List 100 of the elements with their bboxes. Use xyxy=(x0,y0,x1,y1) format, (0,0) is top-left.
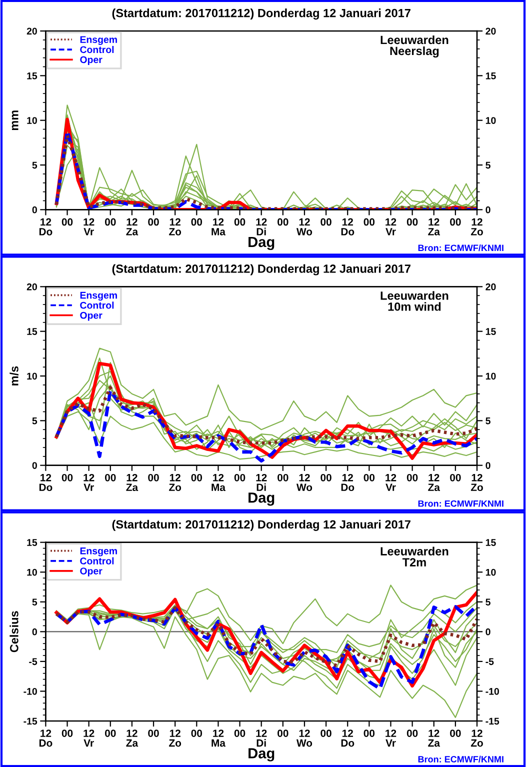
y-tick-label: 20 xyxy=(26,28,37,35)
x-tick-label: 12 Za xyxy=(428,730,440,747)
x-tick-label: 00 xyxy=(191,474,202,482)
chart-title: (Startdatum: 2017011212) Donderdag 12 Januari 2017 xyxy=(112,8,410,20)
x-tick-label: 12 Ma xyxy=(212,474,226,492)
x-tick-label: 12 Zo xyxy=(169,730,182,747)
x-tick-label: 00 xyxy=(105,730,116,737)
x-tick-label: 12 Vr xyxy=(386,474,396,491)
x-tick-label: 12 Wo xyxy=(296,474,312,492)
y-tick-label: -10 xyxy=(24,688,37,695)
x-tick-label: 00 xyxy=(320,730,332,737)
x-tick-label: 12 Za xyxy=(126,218,138,236)
y-tick-label: 10 xyxy=(27,568,37,576)
x-axis-title: Dag xyxy=(248,748,274,762)
y2-tick-label: 15 xyxy=(486,72,496,80)
x-tick-label: 00 xyxy=(364,218,375,226)
y-tick-label: 0 xyxy=(32,462,37,469)
x-tick-label: 00 xyxy=(278,474,288,482)
x-tick-label: 12 Di xyxy=(256,730,267,747)
x-tick-label: 12 Zo xyxy=(169,474,182,492)
x-tick-label: 00 xyxy=(450,474,461,482)
y-tick-label: 20 xyxy=(26,283,37,290)
legend-label: Ensgem xyxy=(80,548,117,556)
x-tick-label: 00 xyxy=(364,730,375,737)
x-tick-label: 00 xyxy=(278,218,288,226)
y2-tick-label: 10 xyxy=(486,117,496,124)
text: Bron: ECMWF/KNMI xyxy=(418,500,504,507)
x-tick-label: 00 xyxy=(105,218,116,226)
y-tick-label: 0 xyxy=(32,628,37,636)
x-tick-label: 00 xyxy=(234,474,246,482)
y2-tick-label: 5 xyxy=(486,598,490,606)
x-tick-label: 00 xyxy=(148,730,159,737)
x-tick-label: 00 xyxy=(406,218,418,226)
y-tick-label: 15 xyxy=(27,539,38,546)
y2-tick-label: 0 xyxy=(486,628,490,636)
y2-tick-label: 0 xyxy=(486,462,490,469)
y-tick-label: 15 xyxy=(27,72,38,80)
y-tick-label: 10 xyxy=(27,372,37,380)
text: Leeuwarden T2m xyxy=(380,546,448,566)
x-tick-label: 12 Ma xyxy=(212,730,226,747)
x-tick-label: 00 xyxy=(406,474,418,482)
y-tick-label: 5 xyxy=(32,162,38,169)
y2-tick-label: -5 xyxy=(486,658,494,666)
x-tick-label: 12 Wo xyxy=(296,730,312,747)
y-tick-label: 15 xyxy=(27,328,38,335)
x-tick-label: 12 Vr xyxy=(386,218,396,236)
x-tick-label: 12 Za xyxy=(428,474,440,492)
x-tick-label: 00 xyxy=(406,730,418,737)
x-tick-label: 00 xyxy=(62,730,73,737)
x-tick-label: 12 Ma xyxy=(212,218,226,236)
legend-label: Ensgem xyxy=(80,36,117,45)
x-tick-label: 12 Zo xyxy=(470,474,483,492)
x-tick-label: 12 Vr xyxy=(84,730,94,747)
legend-label: Control xyxy=(80,46,114,54)
text: Leeuwarden Neerslag xyxy=(380,35,448,58)
chart-title: (Startdatum: 2017011212) Donderdag 12 Januari 2017 xyxy=(112,264,410,276)
y-axis-title: mm xyxy=(12,110,18,130)
x-tick-label: 12 Vr xyxy=(386,730,396,747)
text: Leeuwarden 10m wind xyxy=(380,291,448,311)
legend-label: Oper xyxy=(80,312,102,321)
x-tick-label: 12 Za xyxy=(428,218,440,236)
y-axis-title: m/s xyxy=(10,366,18,386)
x-tick-label: 12 Di xyxy=(256,474,267,491)
x-tick-label: 00 xyxy=(148,474,159,482)
x-tick-label: 12 Do xyxy=(341,474,354,492)
y-tick-label: -15 xyxy=(24,718,38,725)
y2-tick-label: 20 xyxy=(486,283,496,290)
y2-tick-label: -15 xyxy=(486,718,500,725)
x-tick-label: 00 xyxy=(450,218,461,226)
x-axis-title: Dag xyxy=(248,492,274,506)
y2-tick-label: 15 xyxy=(486,328,496,335)
x-tick-label: 00 xyxy=(364,474,375,482)
y2-tick-label: 15 xyxy=(486,539,496,546)
x-axis-title: Dag xyxy=(248,236,274,250)
x-tick-label: 00 xyxy=(191,730,202,737)
y2-tick-label: 10 xyxy=(486,568,496,576)
x-tick-label: 12 Di xyxy=(256,218,267,236)
x-tick-label: 12 Zo xyxy=(169,218,182,236)
y-tick-label: -5 xyxy=(29,658,38,666)
legend-label: Ensgem xyxy=(80,292,117,301)
x-tick-label: 00 xyxy=(234,730,246,737)
legend-label: Oper xyxy=(80,56,102,66)
y-tick-label: 10 xyxy=(27,117,37,124)
x-tick-label: 12 Za xyxy=(126,730,138,747)
y-tick-label: 5 xyxy=(32,598,38,606)
x-tick-label: 12 Do xyxy=(341,730,354,747)
y2-tick-label: 10 xyxy=(486,372,496,380)
y-axis-title: Celsius xyxy=(10,611,18,652)
x-tick-label: 00 xyxy=(191,218,202,226)
x-tick-label: 12 Wo xyxy=(296,218,312,236)
x-tick-label: 00 xyxy=(450,730,461,737)
legend-label: Oper xyxy=(80,568,102,576)
x-tick-label: 12 Vr xyxy=(84,218,94,236)
chart-title: (Startdatum: 2017011212) Donderdag 12 Januari 2017 xyxy=(112,520,410,531)
x-tick-label: 00 xyxy=(62,474,73,482)
x-tick-label: 12 Vr xyxy=(84,474,94,491)
text: Bron: ECMWF/KNMI xyxy=(418,244,504,252)
y2-tick-label: -10 xyxy=(486,688,499,695)
x-tick-label: 12 Do xyxy=(39,218,52,236)
x-tick-label: 12 Do xyxy=(39,730,52,747)
